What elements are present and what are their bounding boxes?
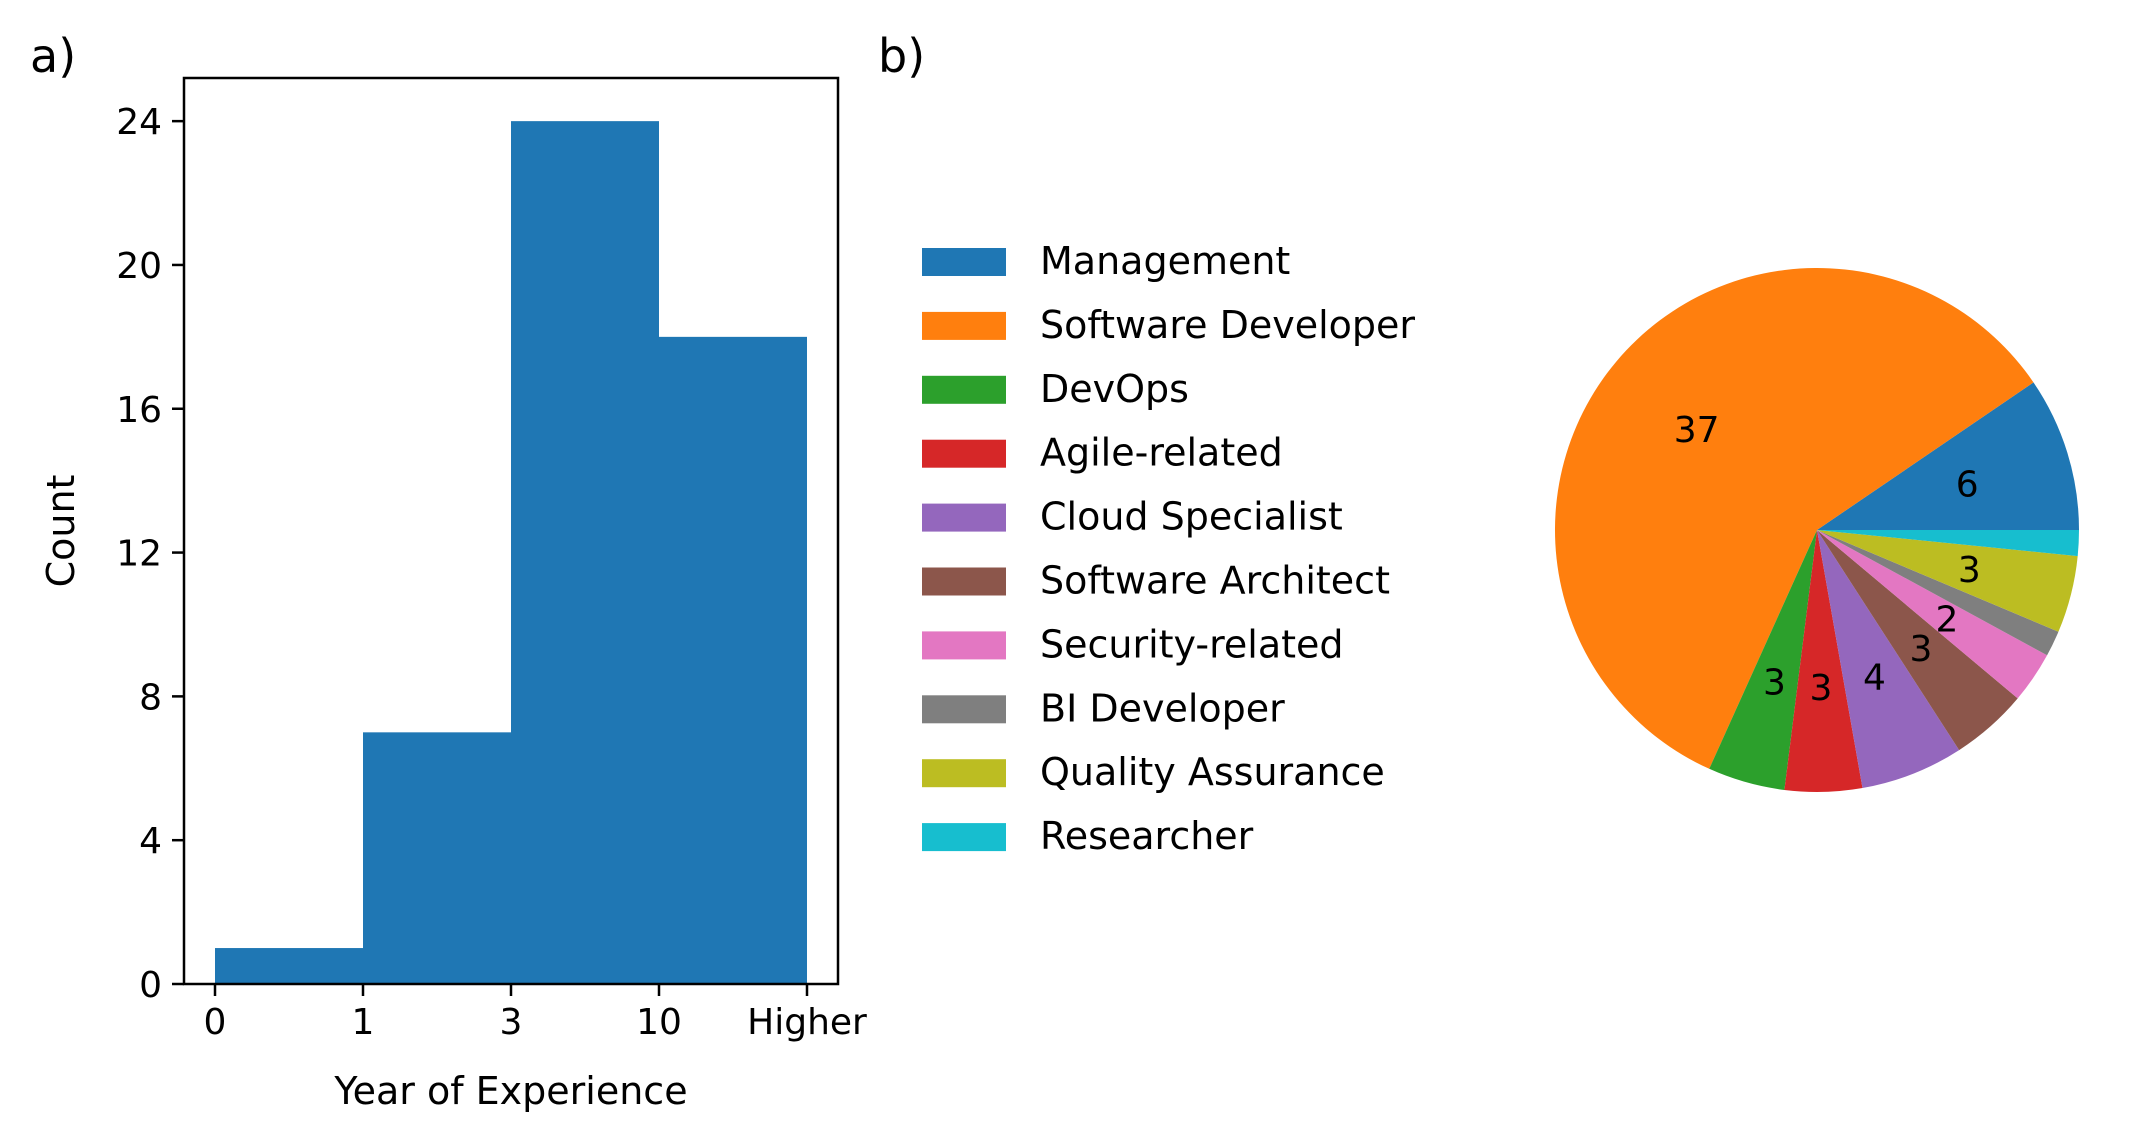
legend-label: Software Developer [1040, 303, 1415, 347]
pie-slice [1554, 267, 2034, 769]
legend-label: Security-related [1040, 622, 1344, 666]
legend-swatch [922, 439, 1006, 468]
y-tick-label: 12 [116, 534, 162, 575]
x-tick-label: 3 [500, 1002, 523, 1043]
pie-slice-value-label: 3 [1763, 662, 1786, 703]
legend-swatch [922, 248, 1006, 276]
histogram-y-axis-label: Count [39, 475, 83, 588]
histogram-bar [215, 948, 363, 984]
pie-slice [1784, 530, 1863, 793]
legend-swatch [922, 823, 1006, 852]
legend-swatch [922, 503, 1006, 532]
pie-slice-value-label: 4 [1863, 657, 1886, 698]
pie-slice [1709, 530, 1817, 790]
y-tick-label: 8 [139, 677, 162, 718]
histogram-x-ticks: 0 1 3 10 Higher [204, 984, 867, 1043]
legend-swatch [922, 631, 1006, 660]
histogram-x-axis-label: Year of Experience [333, 1069, 687, 1113]
legend-swatch [922, 695, 1006, 724]
y-tick-label: 20 [116, 246, 162, 287]
pie-slice-value-label: 37 [1674, 410, 1720, 451]
histogram-bars [215, 121, 807, 984]
x-tick-label: 0 [204, 1002, 227, 1043]
x-tick-label: Higher [747, 1002, 867, 1043]
pie-slice [1817, 530, 2079, 557]
pie-slice [1817, 382, 2079, 530]
pie-slice-value-label: 3 [1809, 668, 1832, 709]
histogram-bar [363, 732, 511, 984]
legend-label: DevOps [1040, 367, 1189, 411]
pie-slice [1817, 530, 1960, 789]
legend-label: Software Architect [1040, 559, 1390, 603]
y-tick-label: 16 [116, 390, 162, 431]
histogram-bar [659, 336, 807, 984]
panel-b-label: b) [878, 29, 925, 83]
legend-swatch [922, 759, 1006, 788]
legend-label: Quality Assurance [1040, 750, 1385, 794]
histogram-y-ticks: 0 4 8 12 16 20 24 [116, 102, 184, 1006]
legend-label: Cloud Specialist [1040, 495, 1343, 539]
legend-label: Agile-related [1040, 431, 1283, 475]
pie-slice-value-label: 2 [1935, 600, 1958, 641]
legend-label: Management [1040, 239, 1290, 283]
legend-swatch [922, 311, 1006, 340]
x-tick-label: 10 [636, 1002, 682, 1043]
legend-swatch [922, 567, 1006, 596]
pie-slice [1817, 530, 2078, 632]
pie-slice [1817, 530, 2059, 656]
y-tick-label: 24 [116, 102, 162, 143]
pie-slice [1817, 530, 2048, 699]
pie-slice-value-label: 6 [1956, 465, 1979, 506]
legend-label: BI Developer [1040, 686, 1285, 730]
x-tick-label: 1 [352, 1002, 375, 1043]
histogram-chart: 0 4 8 12 16 20 24 0 1 3 10 Higher Year of Experien… [39, 76, 867, 1113]
pie-slice [1817, 530, 2018, 751]
pie-slice-value-label: 3 [1958, 550, 1981, 591]
legend-label: Researcher [1040, 814, 1254, 858]
pie-legend: Management Software Developer DevOps Agile-… [922, 239, 1415, 858]
legend-swatch [922, 375, 1006, 404]
y-tick-label: 4 [139, 821, 162, 862]
pie-slice-value-label: 3 [1910, 629, 1933, 670]
y-tick-label: 0 [139, 965, 162, 1006]
histogram-bar [511, 121, 659, 984]
panel-a-label: a) [30, 29, 76, 83]
